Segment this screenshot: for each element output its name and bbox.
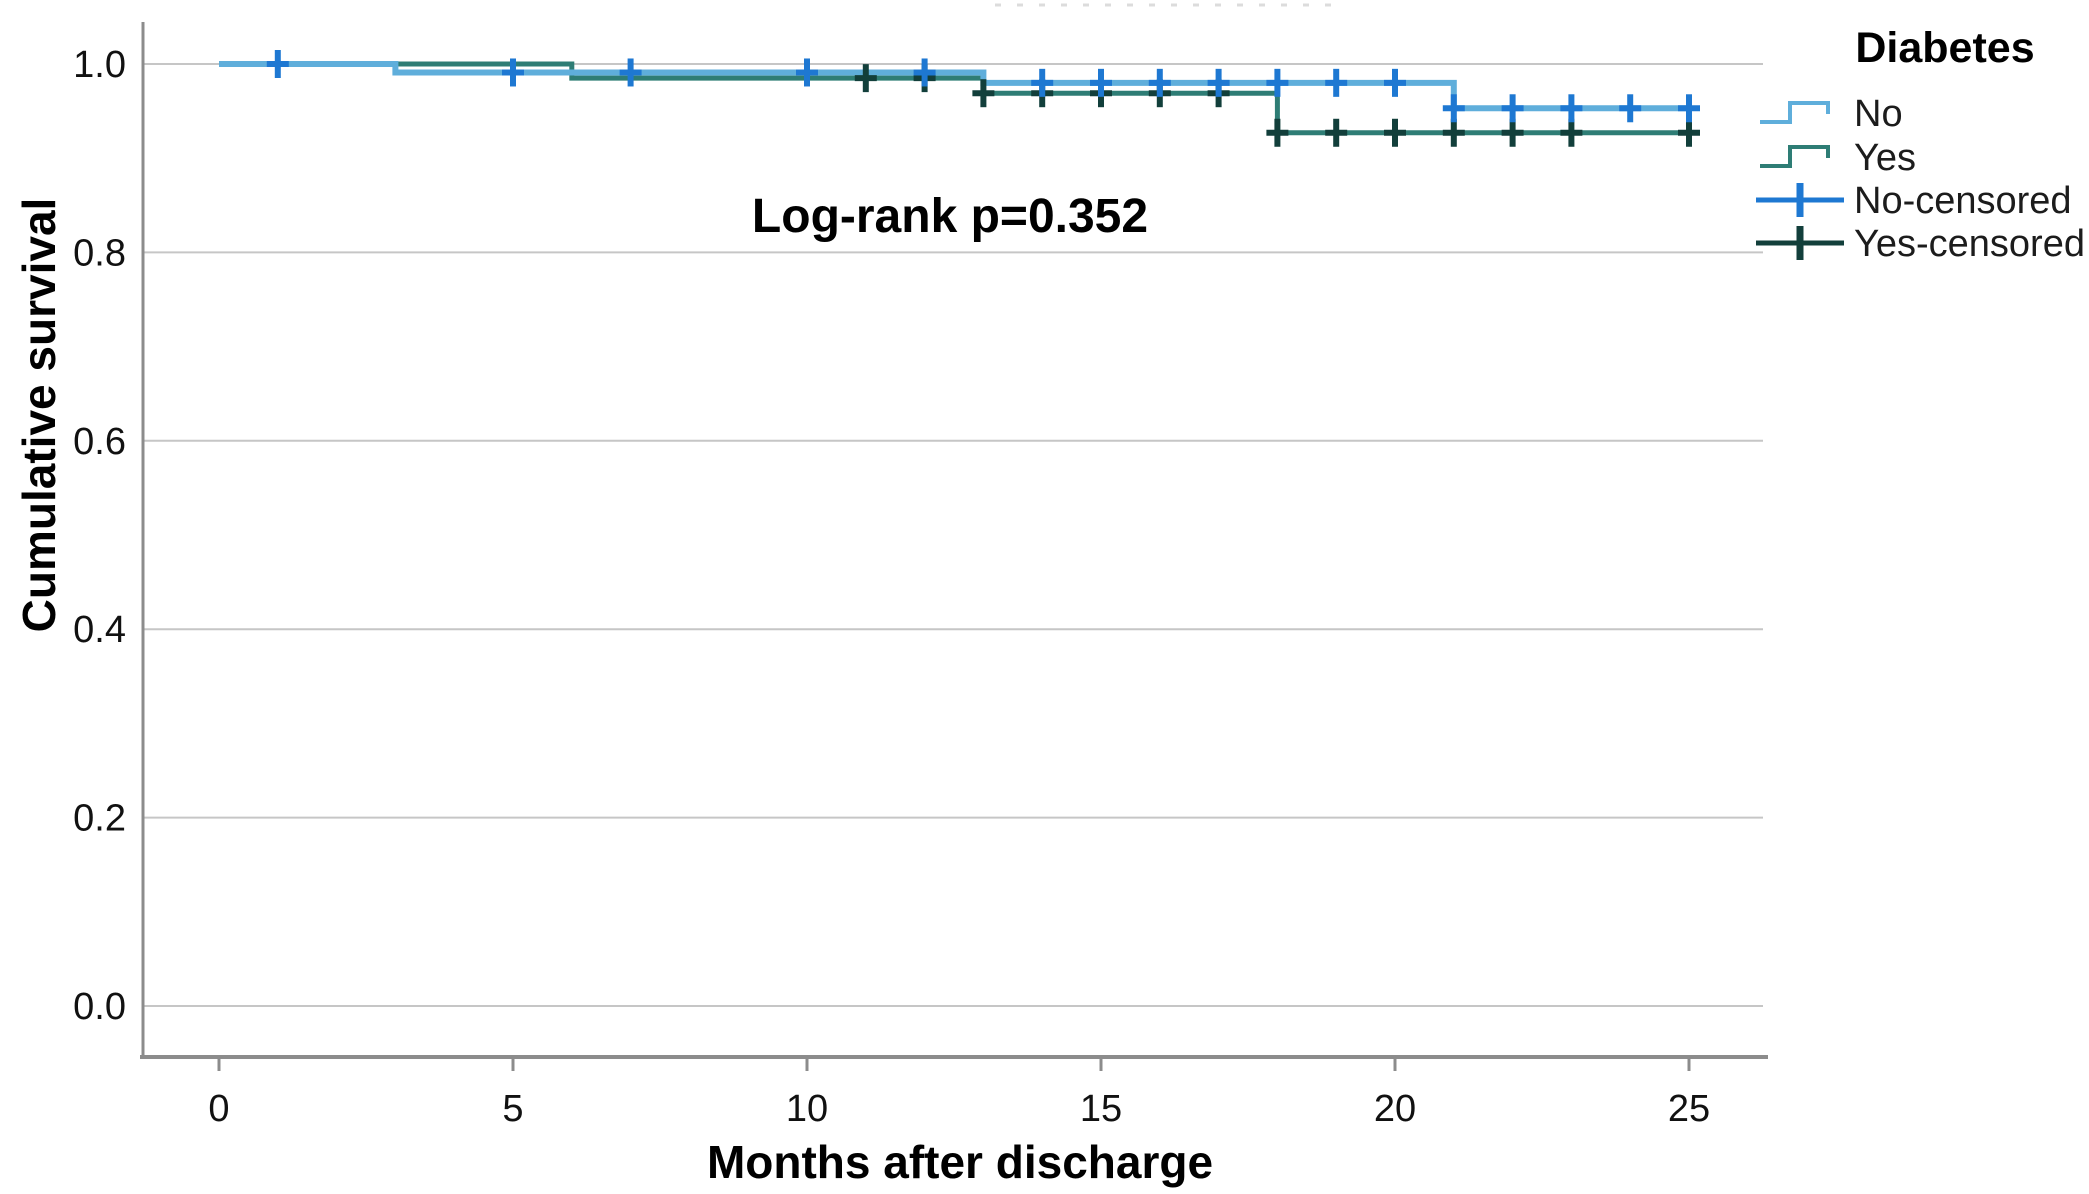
legend: Diabetes No Yes No-censored Yes-censored — [1756, 24, 2085, 265]
censor-plus-key-icon — [1756, 183, 1844, 217]
y-tick-label: 0.8 — [73, 232, 126, 274]
x-tick-labels: 0 5 10 15 20 25 — [208, 1088, 1710, 1130]
step-line-key-icon — [1760, 101, 1830, 124]
x-tick-label: 20 — [1374, 1088, 1416, 1130]
y-tick-label: 0.4 — [73, 609, 126, 651]
step-line-key — [1760, 101, 1830, 124]
x-tick-label: 0 — [208, 1088, 229, 1130]
legend-item-yes-censored: Yes-censored — [1756, 223, 2085, 265]
x-tick-label: 25 — [1668, 1088, 1710, 1130]
y-axis-title: Cumulative survival — [13, 198, 65, 633]
x-axis-title: Months after discharge — [707, 1136, 1213, 1188]
x-tick-label: 15 — [1080, 1088, 1122, 1130]
legend-title: Diabetes — [1855, 24, 2034, 72]
x-tick-marks — [217, 1057, 1691, 1071]
y-tick-label: 1.0 — [73, 44, 126, 86]
legend-item-label: Yes — [1854, 137, 1916, 179]
log-rank-annotation: Log-rank p=0.352 — [752, 190, 1148, 243]
series-no-line — [219, 61, 1692, 112]
censor-plus-key-icon — [1756, 226, 1844, 260]
legend-item-label: No — [1854, 93, 1903, 135]
step-line-key-icon — [1760, 145, 1830, 168]
y-tick-label: 0.2 — [73, 798, 126, 840]
y-tick-label: 0.0 — [73, 986, 126, 1028]
legend-item-no-censored: No-censored — [1756, 180, 2072, 222]
series-no-censor-marks — [266, 50, 1700, 123]
y-tick-label: 0.6 — [73, 421, 126, 463]
legend-item-yes: Yes — [1760, 137, 1916, 179]
x-tick-label: 5 — [502, 1088, 523, 1130]
x-tick-label: 10 — [786, 1088, 828, 1130]
step-line-key — [1760, 145, 1830, 168]
legend-item-no: No — [1760, 93, 1903, 135]
legend-item-label: No-censored — [1854, 180, 2072, 222]
y-tick-labels: 0.0 0.2 0.4 0.6 0.8 1.0 — [73, 44, 126, 1028]
legend-item-label: Yes-censored — [1854, 223, 2085, 265]
